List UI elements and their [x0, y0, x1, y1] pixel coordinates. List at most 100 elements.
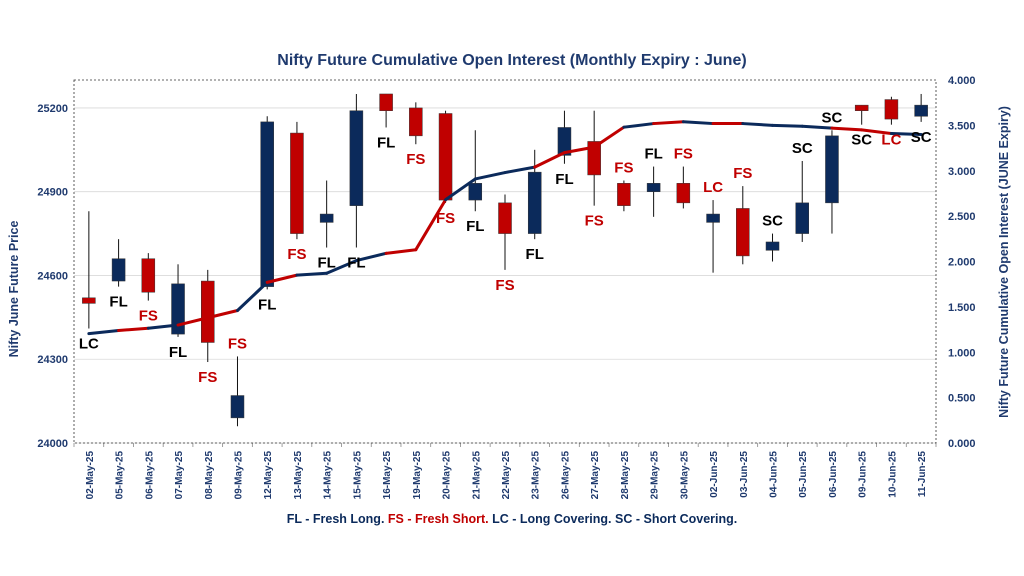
legend-lc: LC - Long Covering. — [492, 512, 612, 526]
oi-line-segment — [860, 128, 893, 136]
x-tick-label: 29-May-25 — [650, 451, 661, 500]
candle-body — [765, 241, 780, 251]
candle-body — [438, 113, 453, 201]
x-tick-label: 02-May-25 — [85, 451, 96, 500]
candle-body — [557, 127, 572, 156]
oi-line-segment — [295, 271, 329, 277]
x-tick-label: 08-May-25 — [204, 451, 215, 500]
candle-body — [914, 104, 928, 117]
candle-body — [171, 283, 185, 335]
left-tick-label: 24900 — [37, 187, 68, 199]
x-tick-label: 05-Jun-25 — [798, 451, 809, 498]
right-axis-label: Nifty Future Cumulative Open Interest (J… — [997, 106, 1011, 418]
signal-label: FS — [139, 308, 158, 325]
x-tick-label: 28-May-25 — [620, 451, 631, 500]
oi-line-segment — [503, 165, 537, 175]
signal-label: FS — [733, 165, 752, 182]
oi-line-segment — [444, 177, 477, 202]
chart-title: Nifty Future Cumulative Open Interest (M… — [277, 52, 747, 69]
x-tick-label: 04-Jun-25 — [769, 451, 780, 498]
oi-line-segment — [681, 120, 715, 126]
candle-body — [736, 208, 750, 257]
x-tick-label: 03-Jun-25 — [739, 451, 750, 498]
signal-label: FS — [406, 151, 425, 168]
oi-line-segment — [265, 273, 299, 284]
right-tick-label: 3.000 — [948, 166, 976, 178]
x-tick-label: 16-May-25 — [382, 451, 393, 500]
x-tick-label: 30-May-25 — [679, 451, 690, 500]
x-tick-label: 15-May-25 — [352, 451, 363, 500]
signal-label: FL — [317, 255, 335, 272]
left-tick-label: 24000 — [37, 438, 68, 450]
signal-label: SC — [792, 140, 813, 157]
legend-fs: FS - Fresh Short. — [387, 512, 489, 526]
oi-line-segment — [830, 126, 864, 132]
signal-label: LC — [881, 132, 901, 149]
right-tick-label: 2.500 — [948, 211, 976, 223]
x-tick-label: 12-May-25 — [263, 451, 274, 500]
signal-label: FL — [526, 246, 544, 263]
x-tick-label: 09-Jun-25 — [858, 451, 869, 498]
candle-body — [468, 183, 483, 201]
x-tick-label: 11-Jun-25 — [917, 451, 928, 498]
legend-sc: SC - Short Covering. — [615, 512, 738, 526]
candle-body — [795, 202, 809, 234]
candle-body — [884, 99, 899, 120]
left-axis-ticks: 24000 24300 24600 24900 25200 — [37, 103, 68, 450]
x-tick-label: 23-May-25 — [531, 451, 542, 500]
signal-label: SC — [911, 129, 932, 146]
signal-label: SC — [822, 109, 843, 126]
x-tick-label: 06-May-25 — [144, 451, 155, 500]
right-axis-ticks: 0.000 0.500 1.000 1.500 2.000 2.500 3.000 3.500… — [948, 75, 976, 450]
candle-body — [527, 171, 542, 234]
right-tick-label: 4.000 — [948, 75, 976, 87]
right-tick-label: 1.000 — [948, 347, 976, 359]
annotations-layer: LC FL FS FL FS FS FL FS FL FL FL FS FS FL FS FL FL FS FS FL… — [79, 109, 932, 386]
x-tick-label: 21-May-25 — [471, 451, 482, 500]
candle-body — [706, 213, 720, 223]
oi-line-segment — [384, 248, 418, 255]
plot-area-border — [73, 79, 937, 444]
x-tick-label: 02-Jun-25 — [709, 451, 720, 498]
signal-label: FS — [228, 335, 247, 352]
oi-line-segment — [414, 198, 448, 252]
signal-label: FL — [644, 146, 662, 163]
signal-label: FL — [347, 255, 365, 272]
signal-label: FL — [466, 218, 484, 235]
oi-line-segment — [771, 123, 804, 128]
signal-label: FS — [436, 210, 455, 227]
x-tick-label: 26-May-25 — [560, 451, 571, 500]
candle-body — [676, 183, 691, 204]
x-tick-label: 27-May-25 — [590, 451, 601, 500]
signal-label: FL — [377, 134, 395, 151]
oi-line-segment — [889, 132, 923, 136]
candle-body — [379, 93, 393, 111]
signal-label: FL — [109, 294, 127, 311]
signal-label: FS — [495, 277, 514, 294]
signal-label: FS — [198, 369, 217, 386]
candle-body — [141, 258, 156, 293]
oi-line-segment — [325, 259, 358, 275]
x-tick-label: 13-May-25 — [293, 451, 304, 500]
right-tick-label: 0.000 — [948, 438, 976, 450]
signal-label: LC — [703, 179, 723, 196]
candle-body — [587, 141, 601, 176]
candle-body — [854, 104, 869, 111]
oi-line-segment — [117, 326, 150, 332]
candle-body — [111, 258, 126, 282]
candle-body — [646, 183, 661, 192]
legend-fl: FL - Fresh Long. — [286, 512, 385, 526]
oi-line-segment — [473, 171, 507, 181]
x-tick-label: 14-May-25 — [323, 451, 334, 500]
x-tick-label: 20-May-25 — [442, 451, 453, 500]
oi-line-layer — [87, 120, 923, 336]
candle-body — [349, 110, 364, 206]
x-tick-label: 05-May-25 — [115, 451, 126, 500]
candle-body — [290, 132, 304, 234]
oi-line-segment — [592, 125, 626, 149]
x-axis-ticks: 02-May-25 05-May-25 06-May-25 07-May-25 08-M… — [85, 451, 928, 500]
signal-label: FS — [674, 146, 693, 163]
x-tick-label: 06-Jun-25 — [828, 451, 839, 498]
right-tick-label: 2.000 — [948, 257, 976, 269]
